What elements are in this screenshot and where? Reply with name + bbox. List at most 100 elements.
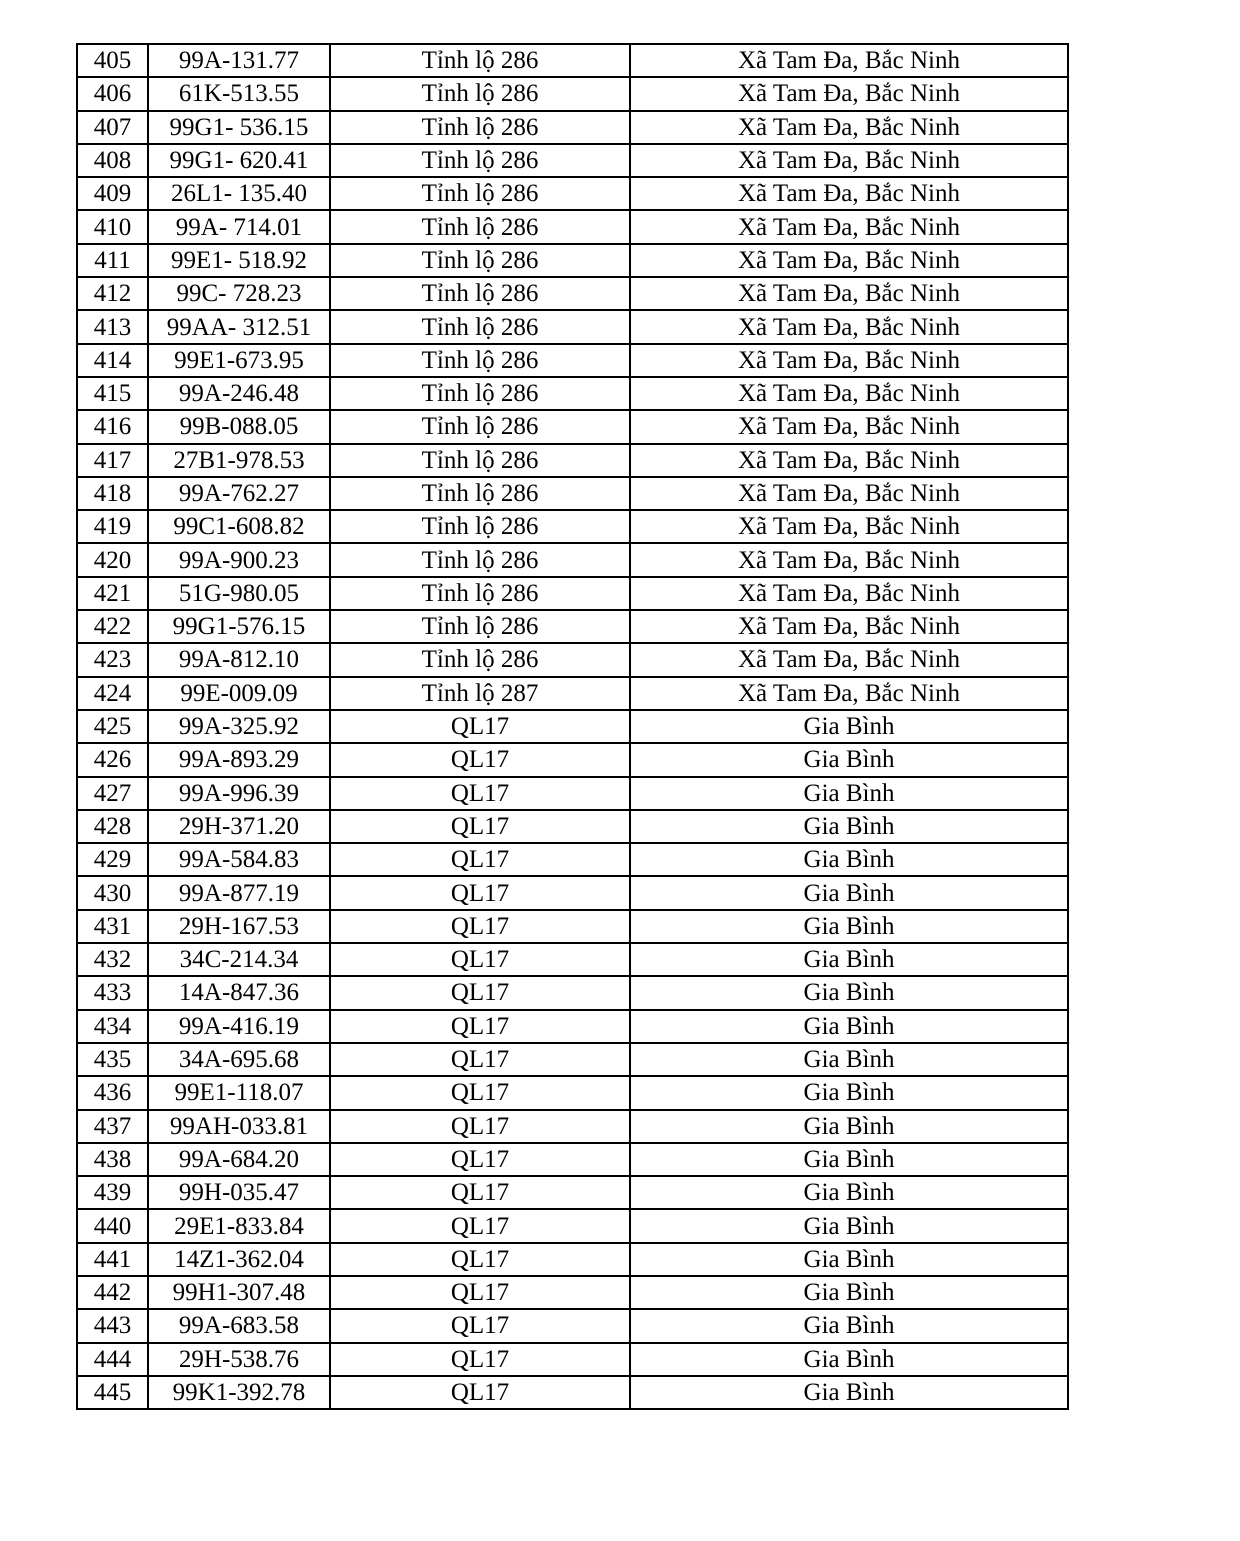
- location-cell: Xã Tam Đa, Bắc Ninh: [629, 242, 1069, 279]
- location-cell: Gia Bình: [629, 875, 1069, 911]
- license-plate-cell: 34C-214.34: [147, 942, 331, 978]
- road-cell: Tỉnh lộ 286: [329, 375, 631, 412]
- location-cell: Gia Bình: [629, 1241, 1069, 1277]
- table-row: 429 99A-584.83 QL17 Gia Bình: [76, 842, 1069, 878]
- location-cell: Xã Tam Đa, Bắc Ninh: [629, 109, 1069, 145]
- row-number-cell: 430: [76, 875, 149, 911]
- row-number-cell: 439: [76, 1175, 149, 1211]
- location-cell: Gia Bình: [629, 1175, 1069, 1211]
- row-number-cell: 427: [76, 775, 149, 811]
- location-cell: Gia Bình: [629, 908, 1069, 945]
- table-row: 407 99G1- 536.15 Tỉnh lộ 286 Xã Tam Đa, Bắc…: [76, 109, 1069, 145]
- road-cell: QL17: [329, 742, 631, 778]
- row-number-cell: 405: [76, 42, 149, 79]
- license-plate-cell: 99A-131.77: [147, 42, 331, 79]
- table-row: 425 99A-325.92 QL17 Gia Bình: [76, 708, 1069, 745]
- table-row: 412 99C- 728.23 Tỉnh lộ 286 Xã Tam Đa, Bắc …: [76, 276, 1069, 312]
- location-cell: Gia Bình: [629, 1075, 1069, 1111]
- license-plate-cell: 26L1- 135.40: [147, 176, 331, 212]
- table-row: 443 99A-683.58 QL17 Gia Bình: [76, 1308, 1069, 1344]
- table-row: 410 99A- 714.01 Tỉnh lộ 286 Xã Tam Đa, Bắc …: [76, 209, 1069, 245]
- license-plate-cell: 99G1- 536.15: [147, 109, 331, 145]
- row-number-cell: 417: [76, 442, 149, 478]
- license-plate-cell: 99A-416.19: [147, 1008, 331, 1044]
- location-cell: Gia Bình: [629, 1274, 1069, 1311]
- license-plate-cell: 99H-035.47: [147, 1175, 331, 1211]
- license-plate-cell: 99A- 714.01: [147, 209, 331, 245]
- road-cell: QL17: [329, 1108, 631, 1144]
- violations-table: 405 99A-131.77 Tỉnh lộ 286 Xã Tam Đa, Bắc N…: [76, 42, 1069, 1411]
- license-plate-cell: 99A-683.58: [147, 1308, 331, 1344]
- table-row: 436 99E1-118.07 QL17 Gia Bình: [76, 1075, 1069, 1111]
- row-number-cell: 406: [76, 76, 149, 112]
- road-cell: QL17: [329, 1241, 631, 1277]
- row-number-cell: 413: [76, 309, 149, 345]
- row-number-cell: 414: [76, 342, 149, 378]
- location-cell: Xã Tam Đa, Bắc Ninh: [629, 42, 1069, 79]
- license-plate-cell: 99A-812.10: [147, 642, 331, 678]
- location-cell: Gia Bình: [629, 742, 1069, 778]
- road-cell: Tỉnh lộ 286: [329, 209, 631, 245]
- location-cell: Xã Tam Đa, Bắc Ninh: [629, 209, 1069, 245]
- road-cell: Tỉnh lộ 286: [329, 409, 631, 445]
- row-number-cell: 429: [76, 842, 149, 878]
- location-cell: Gia Bình: [629, 1208, 1069, 1244]
- license-plate-cell: 29E1-833.84: [147, 1208, 331, 1244]
- license-plate-cell: 99A-584.83: [147, 842, 331, 878]
- license-plate-cell: 51G-980.05: [147, 575, 331, 612]
- location-cell: Gia Bình: [629, 1341, 1069, 1377]
- row-number-cell: 411: [76, 242, 149, 279]
- road-cell: QL17: [329, 1341, 631, 1377]
- location-cell: Gia Bình: [629, 808, 1069, 845]
- row-number-cell: 437: [76, 1108, 149, 1144]
- table-row: 418 99A-762.27 Tỉnh lộ 286 Xã Tam Đa, Bắc N…: [76, 475, 1069, 512]
- license-plate-cell: 99E1-118.07: [147, 1075, 331, 1111]
- license-plate-cell: 14Z1-362.04: [147, 1241, 331, 1277]
- road-cell: Tỉnh lộ 286: [329, 309, 631, 345]
- road-cell: Tỉnh lộ 286: [329, 109, 631, 145]
- table-row: 420 99A-900.23 Tỉnh lộ 286 Xã Tam Đa, Bắc N…: [76, 542, 1069, 578]
- row-number-cell: 445: [76, 1374, 149, 1411]
- road-cell: QL17: [329, 1274, 631, 1311]
- location-cell: Gia Bình: [629, 1141, 1069, 1178]
- row-number-cell: 420: [76, 542, 149, 578]
- table-row: 409 26L1- 135.40 Tỉnh lộ 286 Xã Tam Đa, Bắc…: [76, 176, 1069, 212]
- road-cell: Tỉnh lộ 287: [329, 675, 631, 711]
- road-cell: QL17: [329, 975, 631, 1011]
- location-cell: Xã Tam Đa, Bắc Ninh: [629, 375, 1069, 412]
- road-cell: QL17: [329, 1141, 631, 1178]
- row-number-cell: 438: [76, 1141, 149, 1178]
- row-number-cell: 412: [76, 276, 149, 312]
- row-number-cell: 428: [76, 808, 149, 845]
- row-number-cell: 410: [76, 209, 149, 245]
- table-row: 417 27B1-978.53 Tỉnh lộ 286 Xã Tam Đa, Bắc …: [76, 442, 1069, 478]
- license-plate-cell: 99E-009.09: [147, 675, 331, 711]
- road-cell: QL17: [329, 1008, 631, 1044]
- location-cell: Gia Bình: [629, 1108, 1069, 1144]
- location-cell: Gia Bình: [629, 942, 1069, 978]
- table-row: 430 99A-877.19 QL17 Gia Bình: [76, 875, 1069, 911]
- location-cell: Gia Bình: [629, 1308, 1069, 1344]
- row-number-cell: 419: [76, 509, 149, 545]
- row-number-cell: 425: [76, 708, 149, 745]
- location-cell: Xã Tam Đa, Bắc Ninh: [629, 142, 1069, 179]
- license-plate-cell: 99C- 728.23: [147, 276, 331, 312]
- row-number-cell: 434: [76, 1008, 149, 1044]
- road-cell: Tỉnh lộ 286: [329, 575, 631, 612]
- row-number-cell: 424: [76, 675, 149, 711]
- license-plate-cell: 29H-538.76: [147, 1341, 331, 1377]
- row-number-cell: 440: [76, 1208, 149, 1244]
- road-cell: QL17: [329, 1374, 631, 1411]
- road-cell: Tỉnh lộ 286: [329, 442, 631, 478]
- location-cell: Xã Tam Đa, Bắc Ninh: [629, 542, 1069, 578]
- license-plate-cell: 99AA- 312.51: [147, 309, 331, 345]
- row-number-cell: 423: [76, 642, 149, 678]
- row-number-cell: 408: [76, 142, 149, 179]
- road-cell: QL17: [329, 1175, 631, 1211]
- location-cell: Xã Tam Đa, Bắc Ninh: [629, 176, 1069, 212]
- license-plate-cell: 99E1-673.95: [147, 342, 331, 378]
- license-plate-cell: 99A-996.39: [147, 775, 331, 811]
- location-cell: Xã Tam Đa, Bắc Ninh: [629, 575, 1069, 612]
- road-cell: Tỉnh lộ 286: [329, 542, 631, 578]
- row-number-cell: 431: [76, 908, 149, 945]
